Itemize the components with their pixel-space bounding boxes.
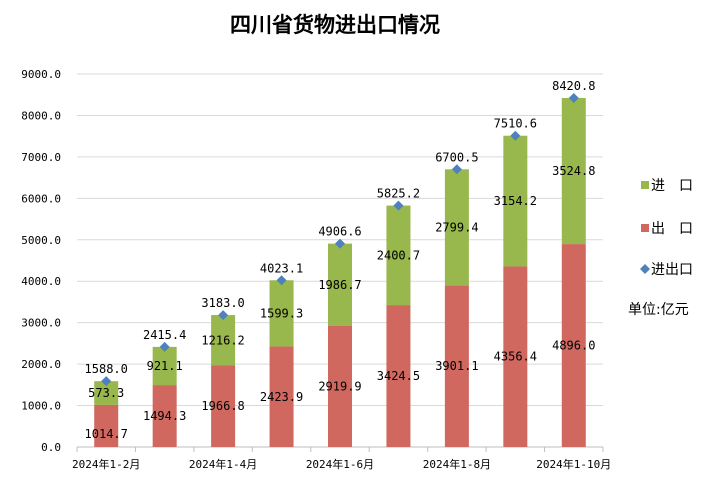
marker-total <box>335 238 345 249</box>
data-label-import: 921.1 <box>147 359 183 373</box>
bar-export <box>444 285 469 447</box>
x-tick-label: 2024年1-4月 <box>189 457 257 471</box>
data-label-total: 3183.0 <box>201 296 244 310</box>
y-tick-label: 4000.0 <box>21 275 61 288</box>
bar-export <box>328 325 352 447</box>
bar-export <box>94 404 119 447</box>
marker-total <box>510 130 521 141</box>
data-label-export: 4896.0 <box>552 339 595 353</box>
data-label-import: 1986.7 <box>318 278 361 292</box>
data-label-total: 4023.1 <box>260 261 303 275</box>
bar-export <box>503 266 528 447</box>
data-label-import: 2799.4 <box>435 220 478 234</box>
legend-label: 进 口 <box>651 178 693 194</box>
y-tick-label: 0.0 <box>41 441 61 454</box>
y-tick-label: 2000.0 <box>21 358 61 371</box>
data-label-export: 2919.9 <box>318 379 361 393</box>
data-label-total: 4906.6 <box>318 225 361 239</box>
y-tick-label: 9000.0 <box>21 68 61 81</box>
marker-total <box>159 341 170 352</box>
data-label-export: 3901.1 <box>435 359 478 373</box>
legend-label: 进出口 <box>651 262 693 278</box>
data-label-export: 1014.7 <box>85 427 128 441</box>
data-label-export: 1966.8 <box>201 399 244 413</box>
y-tick-label: 6000.0 <box>21 192 61 205</box>
data-label-export: 2423.9 <box>260 390 303 404</box>
x-tick-label: 2024年1-8月 <box>423 457 491 471</box>
chart-title: 四川省货物进出口情况 <box>230 12 440 37</box>
bar-export <box>386 305 411 447</box>
bar-import <box>269 280 294 347</box>
y-tick-label: 1000.0 <box>21 400 61 413</box>
y-tick-label: 3000.0 <box>21 317 61 330</box>
legend-swatch <box>641 224 649 232</box>
bar-import <box>211 315 236 366</box>
data-label-import: 1216.2 <box>201 333 244 347</box>
data-label-total: 7510.6 <box>494 117 537 131</box>
data-label-total: 8420.8 <box>552 79 595 93</box>
y-tick-label: 5000.0 <box>21 234 61 247</box>
legend-swatch <box>640 264 650 274</box>
bar-import <box>444 169 469 286</box>
data-label-import: 573.3 <box>88 386 124 400</box>
marker-total <box>393 200 404 211</box>
x-tick-label: 2024年1-10月 <box>536 457 611 471</box>
marker-total <box>276 275 287 286</box>
x-tick-label: 2024年1-2月 <box>72 457 140 471</box>
y-tick-label: 8000.0 <box>21 109 61 122</box>
data-label-import: 2400.7 <box>377 248 420 262</box>
legend-label: 出 口 <box>651 221 693 237</box>
bar-export <box>561 244 586 447</box>
bar-export <box>152 385 177 447</box>
marker-total <box>451 164 462 175</box>
bar-export <box>211 365 236 447</box>
legend-swatch <box>641 181 649 189</box>
bar-import <box>328 243 352 326</box>
y-tick-label: 7000.0 <box>21 151 61 164</box>
marker-total <box>101 376 112 387</box>
data-label-import: 3154.2 <box>494 194 537 208</box>
data-label-total: 5825.2 <box>377 187 420 201</box>
data-label-export: 4356.4 <box>494 350 537 364</box>
bar-import <box>152 346 177 386</box>
bar-import <box>561 98 586 245</box>
data-label-import: 3524.8 <box>552 164 595 178</box>
data-label-export: 1494.3 <box>143 409 186 423</box>
data-label-total: 1588.0 <box>85 362 128 376</box>
data-label-import: 1599.3 <box>260 306 303 320</box>
unit-note: 单位:亿元 <box>628 302 689 318</box>
data-label-total: 6700.5 <box>435 150 478 164</box>
x-tick-label: 2024年1-6月 <box>306 457 374 471</box>
bar-import <box>94 381 119 405</box>
marker-total <box>568 93 579 104</box>
bar-import <box>503 135 528 267</box>
bar-import <box>386 205 411 306</box>
marker-total <box>218 310 229 321</box>
data-label-total: 2415.4 <box>143 328 186 342</box>
bar-export <box>269 346 294 447</box>
data-label-export: 3424.5 <box>377 369 420 383</box>
